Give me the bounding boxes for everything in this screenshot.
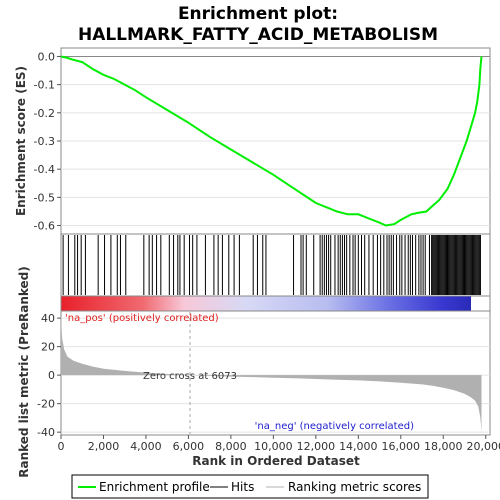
metric-y-tick-label: 0	[48, 369, 55, 382]
neg-correlated-label: 'na_neg' (negatively correlated)	[255, 421, 414, 432]
x-tick-label: 10,000	[254, 440, 293, 453]
metric-y-tick-label: 20	[41, 341, 55, 354]
es-y-tick-label: -0.2	[34, 107, 55, 120]
x-tick-label: 8,000	[215, 440, 247, 453]
rank-color-bar-end	[471, 296, 490, 311]
pos-correlated-label: 'na_pos' (positively correlated)	[65, 313, 219, 324]
rank-color-bar	[61, 296, 471, 311]
metric-y-tick-label: 40	[41, 312, 55, 325]
es-y-tick-label: -0.5	[34, 191, 55, 204]
legend-metric-label: Ranking metric scores	[288, 480, 421, 494]
x-tick-label: 16,000	[382, 440, 421, 453]
x-tick-label: 6,000	[173, 440, 205, 453]
metric-y-axis-label: Ranked list metric (PreRanked)	[17, 266, 31, 478]
zero-cross-label: Zero cross at 6073	[143, 371, 237, 382]
x-tick-label: 20,000	[467, 440, 500, 453]
legend-es-label: Enrichment profile	[99, 480, 210, 494]
chart-title-line1: Enrichment plot:	[178, 4, 338, 24]
metric-y-tick-label: -20	[37, 398, 55, 411]
x-tick-label: 14,000	[339, 440, 378, 453]
es-y-tick-label: -0.1	[34, 79, 55, 92]
es-y-tick-label: -0.3	[34, 135, 55, 148]
x-tick-label: 12,000	[297, 440, 336, 453]
chart-title-line2: HALLMARK_FATTY_ACID_METABOLISM	[78, 25, 438, 45]
metric-x-ticks: 0 2,000 4,000 6,000 8,000 10,000 12,000 14,000 1…	[58, 435, 500, 453]
metric-area	[61, 315, 482, 433]
x-tick-label: 2,000	[88, 440, 120, 453]
es-y-tick-label: 0.0	[38, 50, 56, 63]
es-line	[60, 55, 483, 227]
x-tick-label: 4,000	[130, 440, 162, 453]
es-y-ticks: 0.0 -0.1 -0.2 -0.3 -0.4 -0.5 -0.6	[34, 50, 61, 233]
metric-y-tick-label: -40	[37, 426, 55, 439]
es-y-axis-label: Enrichment score (ES)	[14, 66, 28, 216]
es-gridlines	[61, 55, 490, 227]
metric-y-ticks: 40 20 0 -20 -40	[37, 312, 61, 439]
x-axis-label: Rank in Ordered Dataset	[192, 454, 360, 468]
es-y-tick-label: -0.4	[34, 163, 55, 176]
legend-box	[71, 474, 429, 499]
legend-hits-label: Hits	[231, 480, 254, 494]
hit-markers	[62, 235, 481, 295]
es-y-tick-label: -0.6	[34, 220, 55, 233]
x-tick-label: 18,000	[424, 440, 463, 453]
x-tick-label: 0	[58, 440, 65, 453]
